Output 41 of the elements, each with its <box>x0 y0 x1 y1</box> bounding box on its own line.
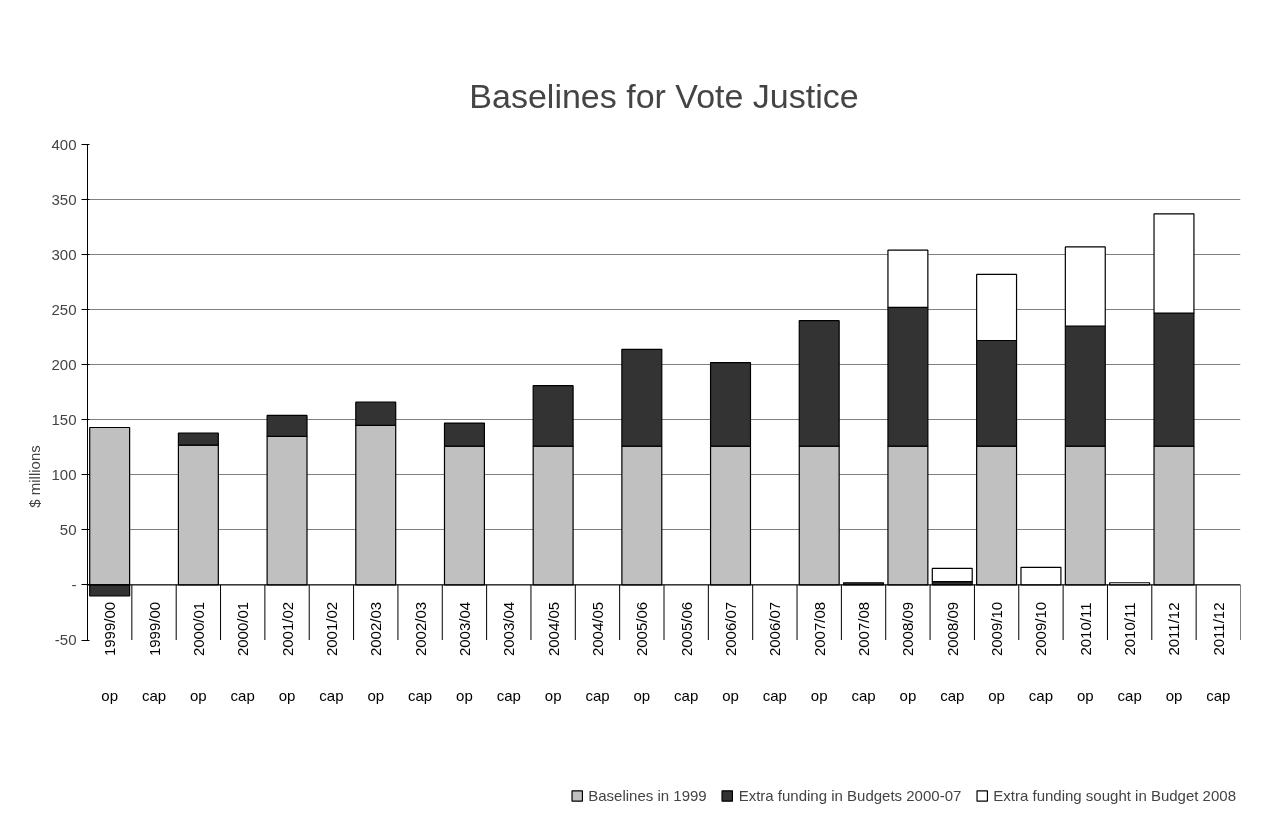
category-label: 2011/12 op <box>1165 602 1183 704</box>
category-label: 2002/03 cap <box>408 601 433 704</box>
category-label: 2002/03 op <box>367 601 385 704</box>
category-label: 2008/09 cap <box>940 601 965 704</box>
category-label: 2003/04 cap <box>496 601 521 704</box>
category-label: 2005/06 op <box>633 601 651 704</box>
y-tick-label: 400 <box>51 135 77 153</box>
category-label: 2005/06 cap <box>674 601 699 704</box>
y-tick-label: 250 <box>51 300 77 318</box>
category-label: 2007/08 cap <box>851 601 876 704</box>
category-label: 2009/10 cap <box>1028 601 1054 704</box>
chart-title: Baselines for Vote Justice <box>469 76 859 115</box>
legend-label: Extra funding sought in Budget 2008 <box>993 787 1236 804</box>
category-label: 2001/02 cap <box>319 601 344 704</box>
category-label: 2004/05 op <box>544 601 562 704</box>
y-tick-label: 300 <box>51 245 77 263</box>
category-label: 2006/07 op <box>722 601 740 704</box>
category-label: 1999/00 cap <box>141 601 167 704</box>
y-tick-label: 200 <box>51 355 77 373</box>
category-label: 2004/05 cap <box>585 601 610 704</box>
category-label: 2003/04 op <box>455 601 473 704</box>
category-label: 2001/02 op <box>278 601 296 704</box>
y-tick-label: 150 <box>51 410 77 428</box>
category-label: 2006/07 cap <box>762 601 787 704</box>
y-tick-label: 50 <box>59 520 77 538</box>
category-label: 2011/12 cap <box>1206 602 1231 704</box>
y-tick-label: 350 <box>51 190 77 208</box>
category-label: 2000/01 cap <box>230 601 255 704</box>
y-axis-title: $ millions <box>26 445 44 508</box>
y-tick-label: - <box>71 575 77 593</box>
y-tick-label: -50 <box>54 631 77 649</box>
y-tick-label: 100 <box>51 465 77 483</box>
legend-label: Baselines in 1999 <box>588 787 707 804</box>
category-label: 2010/11 op <box>1076 602 1094 704</box>
legend-label: Extra funding in Budgets 2000-07 <box>738 787 962 804</box>
category-label: 2007/08 op <box>810 601 828 704</box>
category-label: 2009/10 op <box>988 601 1006 704</box>
category-label: 2008/09 op <box>899 601 917 704</box>
category-label: 2010/11 cap <box>1117 602 1142 704</box>
category-label: 1999/00 op <box>101 601 119 704</box>
category-label: 2000/01 op <box>189 601 207 704</box>
